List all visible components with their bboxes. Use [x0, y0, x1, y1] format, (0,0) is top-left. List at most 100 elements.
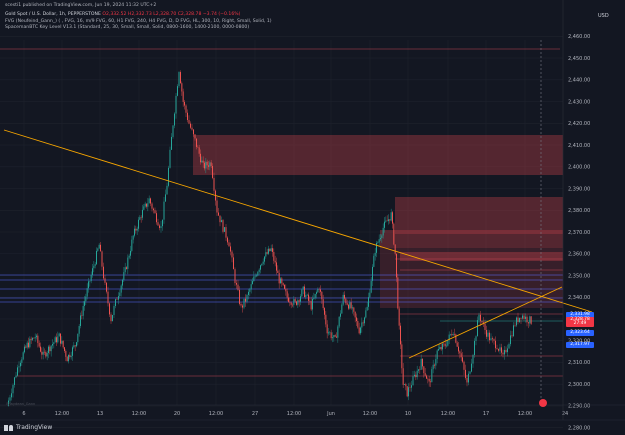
candle: [474, 338, 475, 358]
candle: [448, 331, 450, 344]
candle: [82, 301, 84, 320]
candle: [175, 92, 177, 119]
candle: [384, 217, 385, 233]
candle: [53, 341, 55, 349]
candle: [81, 310, 83, 320]
candle: [358, 322, 360, 335]
candle: [130, 245, 131, 260]
candle: [333, 334, 335, 342]
candle: [14, 376, 15, 388]
candle: [496, 344, 498, 350]
price-tick-label: 2,280.00: [568, 425, 590, 431]
trendline-ascending: [408, 286, 563, 359]
candle: [9, 394, 11, 404]
candle: [352, 304, 353, 314]
candle: [120, 284, 122, 297]
candle: [273, 248, 275, 264]
flag-icon[interactable]: [539, 399, 547, 407]
candle: [373, 253, 375, 268]
candle: [49, 344, 51, 355]
candle: [484, 319, 486, 335]
candle: [204, 161, 205, 171]
currency-label[interactable]: USD: [598, 13, 609, 19]
candle: [483, 317, 484, 327]
time-tick-label: Jun: [326, 411, 335, 417]
candle: [332, 332, 333, 343]
candle: [135, 225, 137, 234]
candle: [463, 360, 465, 376]
candle: [88, 277, 89, 293]
candle: [196, 138, 197, 150]
candle: [246, 293, 248, 304]
time-tick-label: 12:00: [441, 411, 455, 417]
candle: [300, 294, 301, 306]
candle: [143, 203, 145, 211]
candle: [174, 112, 175, 129]
candle: [418, 368, 419, 373]
time-tick-label: 24: [562, 411, 568, 417]
candle: [187, 109, 188, 123]
candle: [288, 293, 289, 303]
candle: [309, 296, 311, 305]
candle: [297, 298, 299, 309]
candle: [400, 322, 401, 349]
candle: [18, 361, 20, 373]
candle: [200, 149, 201, 165]
candle: [191, 123, 193, 131]
candle: [119, 289, 121, 298]
time-tick-label: 12:00: [518, 411, 532, 417]
candle: [253, 271, 255, 282]
candle: [74, 344, 76, 352]
candle: [36, 333, 37, 340]
candle: [427, 377, 429, 384]
candle: [336, 332, 337, 338]
candle: [342, 292, 344, 306]
price-tick-label: 2,450.00: [568, 56, 590, 62]
candle: [177, 84, 178, 97]
candle: [443, 341, 445, 347]
candle: [225, 224, 227, 241]
indicator-keylevel-legend[interactable]: SpacemanBTC Key Level V13.1 (Standard, 2…: [5, 25, 250, 30]
candle: [480, 310, 481, 327]
candle: [517, 312, 519, 325]
candle: [435, 354, 437, 370]
candle: [451, 329, 453, 337]
candle: [306, 293, 308, 297]
tradingview-logo[interactable]: TradingView: [4, 424, 52, 431]
candle: [268, 245, 269, 256]
symbol-legend[interactable]: Gold Spot / U.S. Dollar, 1h, PEPPERSTONE…: [5, 12, 240, 18]
time-tick-label: 12:00: [363, 411, 377, 417]
candle: [148, 195, 150, 204]
candle: [124, 262, 126, 275]
candle: [140, 215, 142, 223]
candle: [364, 316, 365, 326]
indicator-fvg-legend[interactable]: FVG (Neufeind_Gann_) ( , FVG, 16, m/9 FV…: [5, 19, 272, 24]
candle: [318, 287, 320, 293]
candle: [406, 386, 408, 398]
candle: [37, 333, 39, 348]
candle: [522, 313, 523, 320]
candle: [460, 349, 462, 362]
candle: [269, 248, 271, 252]
candle: [184, 99, 185, 110]
price-tick-label: 2,400.00: [568, 165, 590, 171]
candle: [290, 301, 292, 309]
candle: [489, 330, 490, 344]
candle: [132, 234, 134, 244]
candle: [459, 350, 461, 359]
time-tick-label: 12:00: [132, 411, 146, 417]
fvg-zone: [193, 135, 563, 175]
candle: [12, 383, 14, 398]
candle: [65, 349, 67, 362]
candle: [396, 253, 397, 283]
candle: [98, 243, 100, 249]
candle: [78, 323, 80, 337]
candle: [409, 382, 411, 392]
candle: [328, 328, 329, 336]
candle: [190, 121, 191, 129]
candle: [228, 239, 230, 247]
candle: [231, 249, 233, 263]
candle: [284, 284, 285, 290]
candle: [420, 354, 422, 370]
